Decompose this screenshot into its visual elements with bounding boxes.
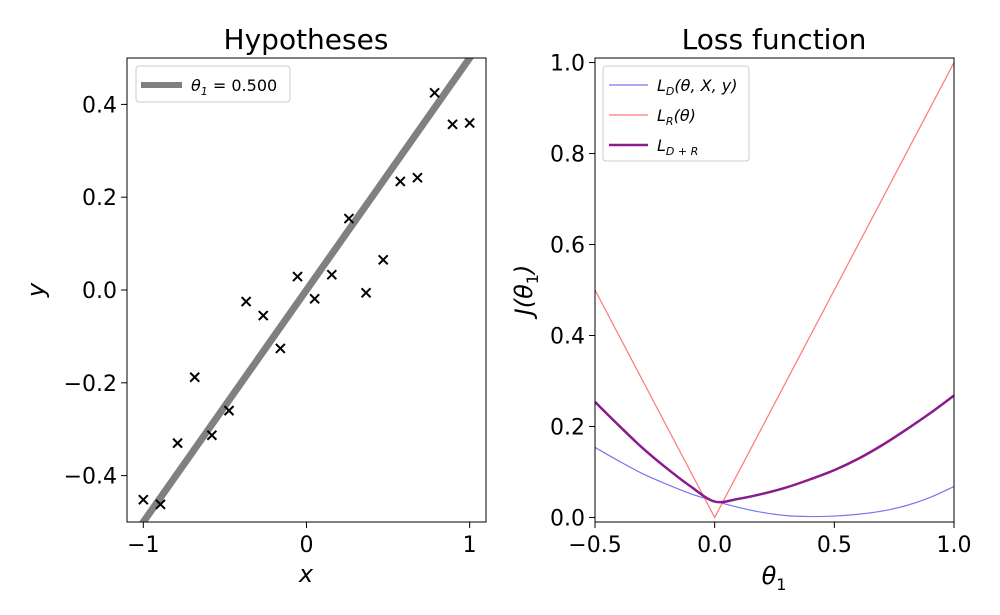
hypotheses-y-axis-label: y bbox=[22, 282, 50, 298]
loss-y-tick-label: 0.4 bbox=[550, 324, 585, 349]
hypotheses-y-tick-label: 0.4 bbox=[82, 93, 117, 118]
hypotheses-x-axis-label: x bbox=[298, 560, 314, 588]
data-point-marker bbox=[206, 430, 218, 441]
data-point-marker bbox=[447, 119, 458, 130]
data-point-marker bbox=[377, 254, 389, 266]
data-point-marker bbox=[464, 117, 475, 129]
loss-y-tick-label: 0.2 bbox=[550, 415, 585, 440]
data-point-marker bbox=[292, 271, 303, 282]
hypotheses-y-tick-label: −0.2 bbox=[64, 372, 117, 397]
hypotheses-plot-area bbox=[138, 58, 475, 522]
data-loss-curve bbox=[595, 446, 954, 518]
data-point-marker bbox=[155, 499, 166, 510]
loss-y-tick-label: 0.0 bbox=[550, 506, 585, 531]
data-point-marker bbox=[326, 269, 338, 280]
hypotheses-y-ticks: −0.4 −0.2 0.0 0.2 0.4 bbox=[64, 93, 127, 490]
loss-y-tick-label: 1.0 bbox=[550, 52, 585, 77]
loss-y-axis-label: J(θ1) bbox=[510, 265, 542, 320]
data-point-marker bbox=[395, 176, 406, 187]
loss-axes-frame bbox=[594, 57, 955, 523]
legend-box bbox=[602, 65, 750, 162]
loss-y-tick-label: 0.6 bbox=[550, 234, 585, 259]
data-point-marker bbox=[309, 293, 320, 305]
legend-label-data-loss: LD(θ, X, y) bbox=[657, 76, 737, 98]
data-point-marker bbox=[223, 405, 235, 416]
hypotheses-x-tick-label: 0 bbox=[300, 533, 314, 558]
data-point-marker bbox=[138, 494, 149, 505]
hypotheses-x-tick-label: −1 bbox=[127, 533, 159, 558]
legend-label-reg-loss: LR(θ) bbox=[657, 106, 696, 128]
loss-x-tick-label: 0.5 bbox=[817, 533, 852, 558]
loss-legend: LD(θ, X, y) LR(θ) LD + R bbox=[602, 65, 750, 162]
hypotheses-subplot: Hypotheses −1 0 1 −0.4 −0.2 0.0 0.2 0.4 x y θ1… bbox=[22, 23, 487, 588]
data-point-marker bbox=[240, 296, 252, 307]
loss-subplot: Loss function −0.5 0.0 0.5 1.0 0.00.20.40.6… bbox=[510, 23, 972, 594]
data-point-marker bbox=[275, 343, 286, 354]
data-point-marker bbox=[343, 213, 355, 224]
data-point-marker bbox=[360, 287, 372, 298]
hypotheses-y-tick-label: 0.0 bbox=[82, 279, 117, 304]
legend-box bbox=[135, 65, 291, 103]
data-point-marker bbox=[172, 437, 183, 449]
loss-y-tick-label: 0.8 bbox=[550, 143, 585, 168]
data-point-marker bbox=[189, 372, 200, 383]
loss-x-tick-label: 0.0 bbox=[697, 533, 732, 558]
data-point-marker bbox=[412, 172, 423, 183]
hypotheses-title: Hypotheses bbox=[224, 23, 389, 56]
hypotheses-y-tick-label: −0.4 bbox=[64, 465, 117, 490]
loss-x-tick-label: 1.0 bbox=[937, 533, 972, 558]
data-point-marker bbox=[429, 87, 440, 99]
loss-y-ticks: 0.0 0.2 0.4 0.6 0.8 1.0 bbox=[550, 52, 595, 531]
hypothesis-line bbox=[139, 58, 474, 522]
hypotheses-y-tick-label: 0.2 bbox=[82, 186, 117, 211]
total-loss-curve bbox=[595, 394, 954, 504]
data-point-marker bbox=[258, 310, 269, 321]
hypotheses-x-ticks: −1 0 1 bbox=[127, 522, 477, 558]
legend-label-total-loss: LD + R bbox=[657, 136, 698, 158]
loss-x-ticks: −0.5 0.0 0.5 1.0 bbox=[568, 522, 972, 558]
legend-label-theta: θ1 = 0.500 bbox=[191, 76, 277, 98]
hypotheses-legend: θ1 = 0.500 bbox=[135, 65, 291, 103]
loss-plot-area bbox=[595, 62, 954, 519]
hypotheses-x-tick-label: 1 bbox=[463, 533, 477, 558]
loss-x-axis-label: θ1 bbox=[762, 562, 787, 594]
loss-x-tick-label: −0.5 bbox=[568, 533, 621, 558]
loss-title: Loss function bbox=[682, 23, 867, 56]
regularization-loss-curve bbox=[595, 62, 954, 519]
